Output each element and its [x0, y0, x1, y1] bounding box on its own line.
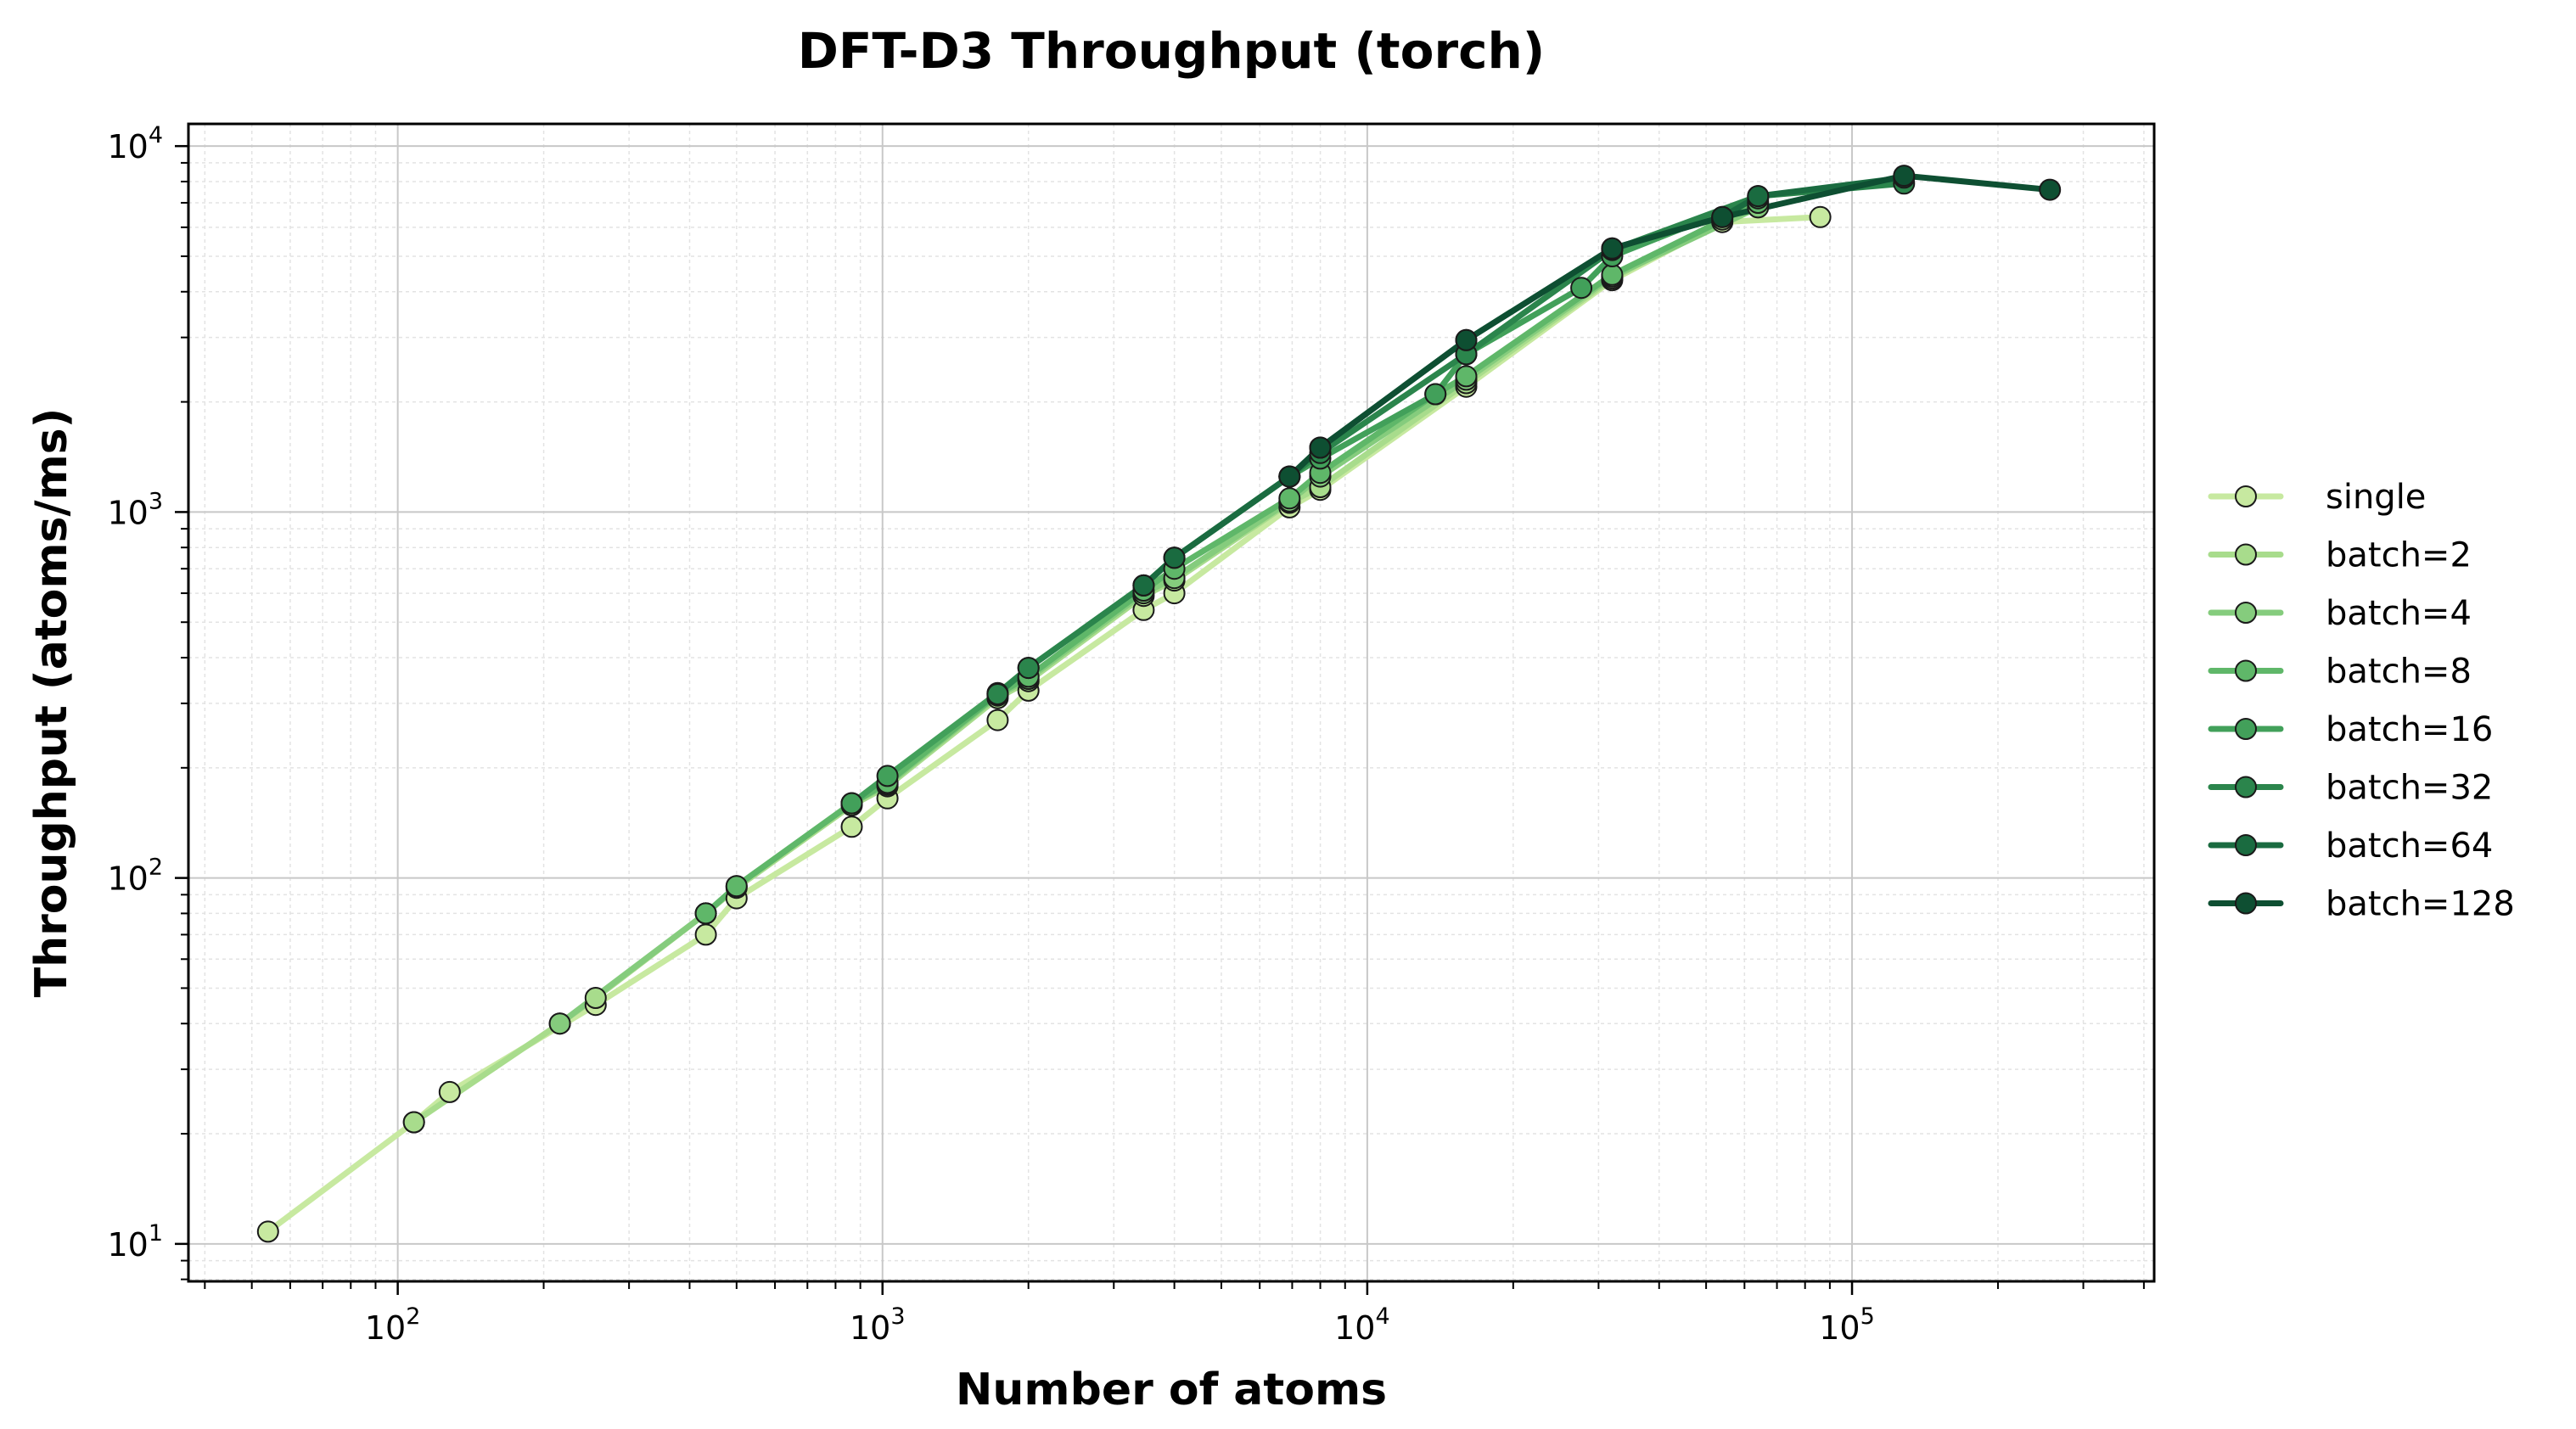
data-point-batch=128	[1712, 207, 1732, 227]
legend-marker-batch=4	[2236, 602, 2256, 623]
data-point-batch=128	[1894, 165, 1914, 186]
data-point-single	[258, 1221, 278, 1241]
data-point-single	[440, 1082, 460, 1102]
data-point-batch=8	[1602, 265, 1622, 285]
data-point-batch=16	[878, 765, 898, 786]
legend-marker-single	[2236, 486, 2256, 507]
chart-title: DFT-D3 Throughput (torch)	[798, 22, 1546, 80]
legend-label-batch=8: batch=8	[2326, 653, 2472, 692]
data-point-batch=8	[727, 876, 747, 896]
legend-label-batch=2: batch=2	[2326, 536, 2472, 575]
y-axis-title: Throughput (atoms/ms)	[26, 408, 77, 998]
x-axis-title: Number of atoms	[956, 1365, 1387, 1415]
legend-label-batch=128: batch=128	[2326, 885, 2515, 924]
data-point-batch=64	[1748, 186, 1768, 206]
data-point-batch=128	[1602, 238, 1622, 259]
legend-marker-batch=2	[2236, 545, 2256, 565]
legend-marker-batch=64	[2236, 835, 2256, 855]
data-point-batch=16	[1425, 384, 1445, 405]
data-point-single	[696, 924, 716, 944]
legend-marker-batch=8	[2236, 661, 2256, 681]
data-point-batch=128	[1310, 438, 1331, 458]
data-point-batch=16	[1571, 277, 1591, 298]
data-point-batch=128	[1456, 330, 1477, 350]
data-point-batch=2	[404, 1112, 424, 1133]
legend-label-batch=16: batch=16	[2326, 710, 2493, 749]
data-point-batch=32	[987, 684, 1007, 704]
data-point-batch=32	[1019, 658, 1039, 678]
data-point-batch=4	[550, 1013, 570, 1034]
legend-label-batch=4: batch=4	[2326, 594, 2472, 633]
legend-marker-batch=16	[2236, 719, 2256, 739]
data-point-batch=8	[1279, 488, 1299, 508]
legend-label-batch=32: batch=32	[2326, 769, 2493, 808]
data-point-batch=16	[842, 793, 862, 814]
data-point-single	[842, 816, 862, 837]
legend-label-batch=64: batch=64	[2326, 827, 2493, 866]
data-point-batch=128	[2040, 180, 2060, 200]
data-point-batch=64	[1133, 575, 1153, 596]
legend-label-single: single	[2326, 478, 2426, 517]
data-point-batch=8	[1456, 366, 1477, 386]
data-point-batch=8	[696, 903, 716, 923]
data-point-batch=2	[586, 988, 606, 1008]
data-point-batch=128	[1279, 467, 1299, 487]
legend-marker-batch=32	[2236, 777, 2256, 798]
data-point-batch=64	[1165, 547, 1185, 568]
data-point-single	[987, 710, 1007, 731]
legend-marker-batch=128	[2236, 894, 2256, 914]
data-point-single	[1810, 207, 1831, 227]
